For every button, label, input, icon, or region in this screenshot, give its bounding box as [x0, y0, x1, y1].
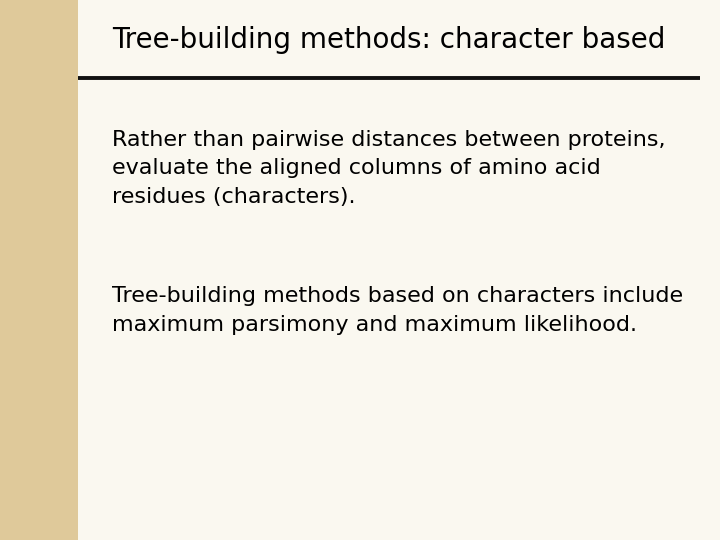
Text: Tree-building methods based on characters include
maximum parsimony and maximum : Tree-building methods based on character…	[112, 286, 683, 335]
Bar	[0, 0, 78, 540]
Text: Rather than pairwise distances between proteins,
evaluate the aligned columns of: Rather than pairwise distances between p…	[112, 130, 665, 207]
Text: Tree-building methods: character based: Tree-building methods: character based	[112, 26, 665, 55]
